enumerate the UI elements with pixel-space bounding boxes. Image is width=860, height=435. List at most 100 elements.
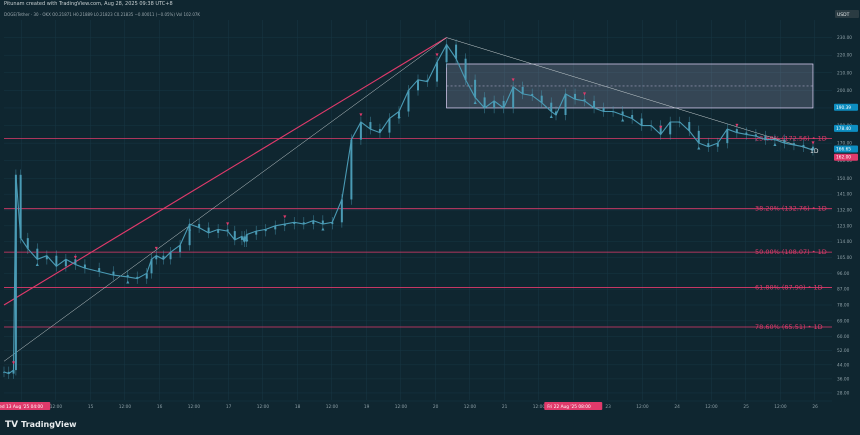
sell-signal-marker: ▼ (12, 360, 16, 365)
trendline-pink-rising[interactable] (3, 37, 447, 306)
candle-body (283, 224, 286, 226)
candle-body (217, 229, 220, 233)
time-axis-tick: 12:00 (188, 404, 201, 410)
candle-body (14, 174, 17, 371)
price-tag-price[interactable] (834, 124, 858, 132)
time-axis-tick: 16 (157, 404, 163, 410)
price-range-box[interactable] (446, 63, 814, 109)
price-axis-tick: 200.00 (837, 88, 852, 94)
time-axis-tag-label: Fri 22 Aug '25 08:00 (547, 404, 591, 410)
candle-body (745, 132, 748, 135)
candle-body (150, 259, 153, 274)
candle-body (502, 100, 505, 108)
time-axis-tick: 12:00 (326, 404, 339, 410)
candle-body (716, 143, 719, 147)
candle-body (688, 122, 691, 131)
candle-body (207, 227, 210, 233)
candle-body (388, 118, 391, 133)
price-tag-label: 190.39 (836, 105, 851, 111)
price-tag-label: 178.40 (836, 126, 851, 132)
sell-signal-marker: ▼ (436, 52, 440, 57)
candle-body (474, 79, 477, 98)
time-axis-tag[interactable] (544, 402, 603, 410)
candle-body (378, 129, 381, 133)
buy-signal-marker: ▲ (697, 145, 701, 150)
price-axis-tick: 78.00 (837, 303, 850, 309)
time-axis-tick: 15 (88, 404, 94, 410)
candle-body (792, 143, 795, 145)
price-tag-price[interactable] (834, 103, 858, 111)
candle-body (735, 129, 738, 133)
candle-body (188, 224, 191, 246)
buy-signal-marker: ▲ (36, 261, 40, 266)
price-axis-tick: 87.00 (837, 287, 850, 293)
sell-signal-marker: ▼ (359, 112, 363, 117)
candle-body (493, 100, 496, 108)
price-tag-current[interactable] (834, 153, 858, 161)
candle-body (707, 143, 710, 147)
candle-body (340, 199, 343, 223)
candle-body (331, 222, 334, 225)
time-axis-tick: 23 (605, 404, 611, 410)
candle-body (264, 229, 267, 232)
time-axis-tick: 18 (295, 404, 301, 410)
time-axis-tick: 19 (364, 404, 370, 410)
candle-body (773, 139, 776, 141)
candle-body (293, 222, 296, 225)
candle-body (521, 86, 524, 94)
price-axis-tick: 141.00 (837, 192, 852, 198)
buy-signal-marker: ▲ (474, 99, 478, 104)
candle-body (26, 238, 29, 249)
fib-level-label: 23.60% (172.56) • 1D (755, 135, 827, 143)
trendline-white-rising[interactable] (3, 37, 447, 362)
sell-signal-marker: ▼ (74, 255, 78, 260)
candle-body (233, 231, 236, 240)
time-axis-tick: 17 (226, 404, 232, 410)
time-axis-tick: 12:00 (395, 404, 408, 410)
candle-body (312, 220, 315, 225)
price-axis-tick: 123.00 (837, 223, 852, 229)
candle-body (802, 144, 805, 147)
candle-body (764, 136, 767, 140)
candle-body (243, 236, 246, 242)
candle-body (550, 102, 553, 112)
time-axis-tick: 24 (674, 404, 680, 410)
candle-body (226, 229, 229, 232)
candle-body (19, 174, 22, 239)
candle-body (155, 255, 158, 260)
buy-signal-marker: ▲ (397, 113, 401, 118)
candle-body (74, 259, 77, 265)
candle-body (540, 95, 543, 103)
candle-body (659, 125, 662, 135)
price-axis-tick: 105.00 (837, 255, 852, 261)
candle-body (669, 122, 672, 135)
candle-body (321, 220, 324, 225)
tradingview-logo[interactable]: TV TradingView (5, 419, 77, 430)
candle-body (245, 234, 248, 242)
candle-body (98, 268, 101, 272)
price-axis-tick: 210.00 (837, 70, 852, 76)
time-axis-tag[interactable] (0, 402, 51, 410)
candle-body (811, 146, 814, 151)
buy-signal-marker: ▲ (621, 117, 625, 122)
candle-body (55, 255, 58, 267)
candle-body (198, 224, 201, 228)
candle-body (255, 231, 258, 235)
candle-body (12, 370, 15, 374)
fib-level-label: 78.60% (65.51) • 1D (755, 323, 823, 331)
candle-body (64, 259, 67, 267)
sell-signal-marker: ▼ (583, 91, 587, 96)
candle-body (602, 107, 605, 112)
trendline-white-falling[interactable] (446, 37, 814, 151)
candle-body (531, 93, 534, 96)
candle-body (726, 129, 729, 144)
candle-body (445, 44, 448, 63)
price-axis-tick: 69.00 (837, 318, 850, 324)
candle-body (564, 93, 567, 115)
candle-body (369, 122, 372, 130)
price-tag-price[interactable] (834, 145, 858, 153)
time-axis-tick: 12:00 (257, 404, 270, 410)
buy-signal-marker: ▲ (550, 113, 554, 118)
buy-signal-marker: ▲ (321, 226, 325, 231)
